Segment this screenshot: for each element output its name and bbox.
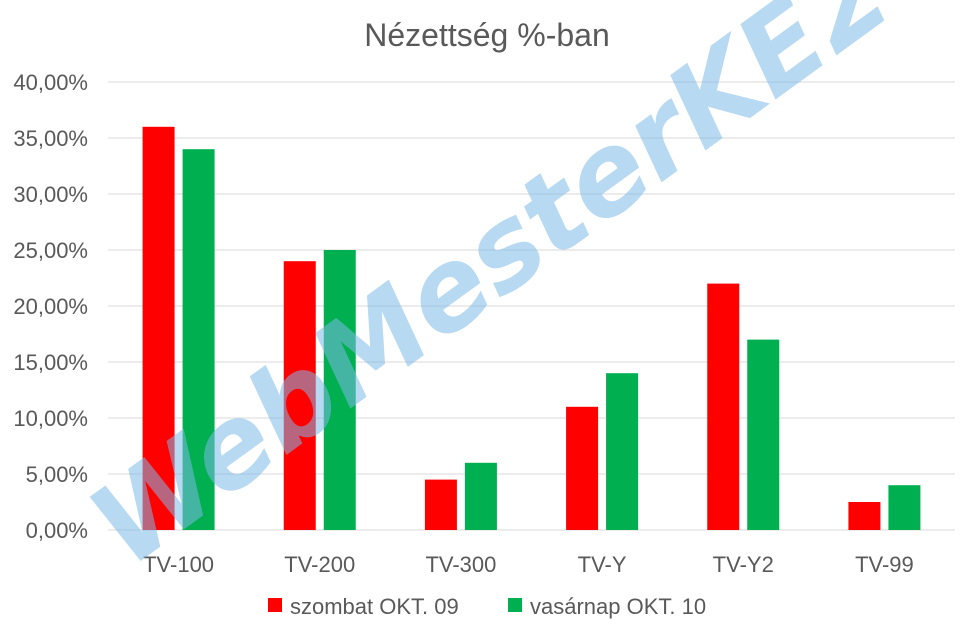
x-tick-label: TV-99: [855, 552, 914, 577]
y-tick-label: 35,00%: [13, 126, 88, 151]
bar: [707, 283, 740, 530]
y-tick-label: 20,00%: [13, 294, 88, 319]
x-axis-tick-labels: TV-100 TV-200 TV-300 TV-Y TV-Y2 TV-99: [143, 552, 914, 577]
legend-label: szombat OKT. 09: [290, 594, 459, 619]
bar: [323, 250, 356, 530]
bar: [424, 479, 457, 530]
y-tick-label: 0,00%: [26, 518, 88, 543]
y-tick-label: 25,00%: [13, 238, 88, 263]
bar: [747, 339, 780, 530]
gridlines: [108, 81, 955, 531]
legend-label: vasárnap OKT. 10: [530, 594, 706, 619]
y-axis-tick-labels: 0,00% 5,00% 10,00% 15,00% 20,00% 25,00% 30,00%…: [13, 70, 88, 543]
bar: [142, 126, 175, 531]
x-tick-label: TV-100: [143, 552, 214, 577]
y-tick-label: 40,00%: [13, 70, 88, 95]
x-tick-label: TV-Y2: [713, 552, 774, 577]
bar: [283, 261, 316, 530]
x-tick-label: TV-Y: [578, 552, 627, 577]
bar: [566, 406, 599, 530]
bar: [888, 485, 921, 530]
legend: szombat OKT. 09 vasárnap OKT. 10: [268, 594, 706, 619]
bar: [606, 373, 639, 530]
bar: [464, 462, 497, 530]
legend-swatch: [508, 598, 522, 612]
bar: [182, 149, 215, 530]
y-tick-label: 5,00%: [26, 462, 88, 487]
y-tick-label: 15,00%: [13, 350, 88, 375]
x-tick-label: TV-200: [284, 552, 355, 577]
x-tick-label: TV-300: [425, 552, 496, 577]
chart-title: Nézettség %-ban: [364, 17, 609, 53]
y-tick-label: 30,00%: [13, 182, 88, 207]
legend-swatch: [268, 598, 282, 612]
bars: [142, 126, 921, 531]
bar: [848, 502, 881, 530]
y-tick-label: 10,00%: [13, 406, 88, 431]
